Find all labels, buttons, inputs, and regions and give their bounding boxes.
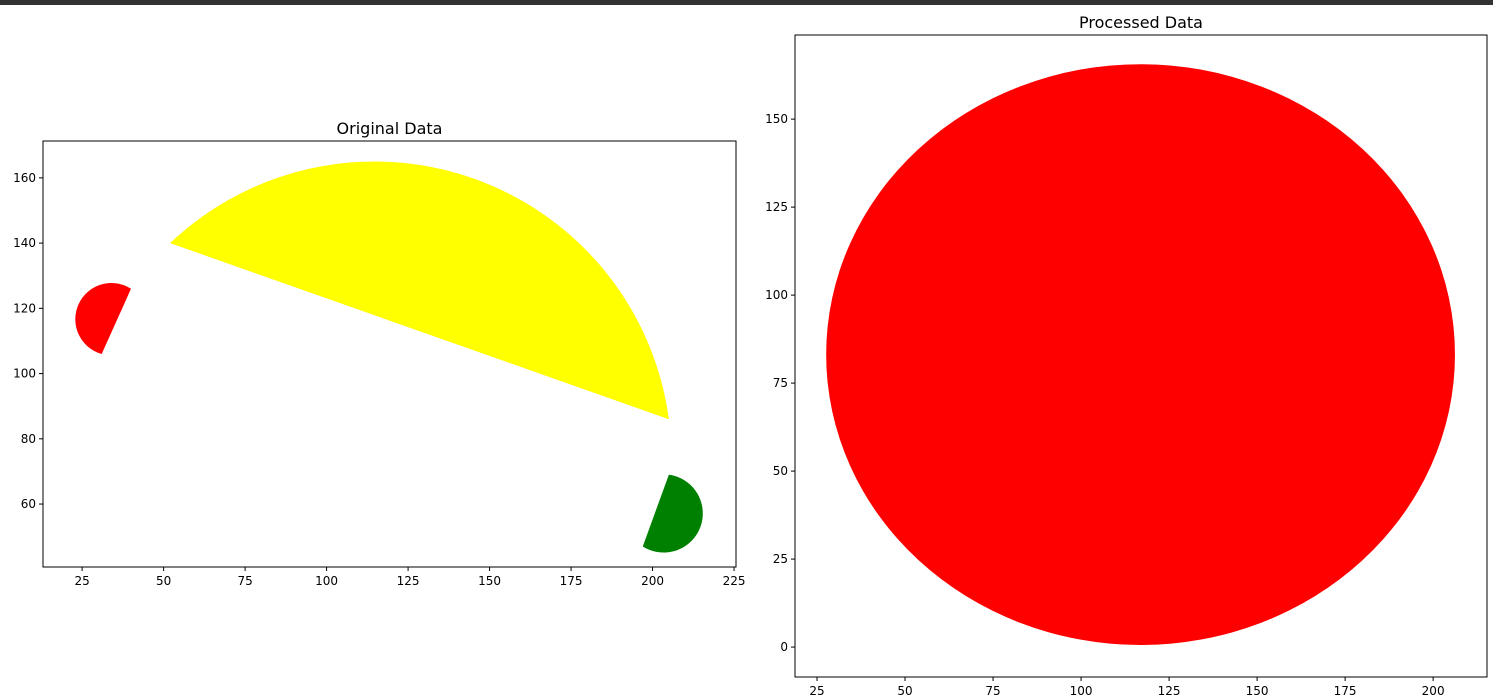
x-tick-label: 75 — [237, 574, 252, 588]
y-tick-label: 60 — [21, 497, 36, 511]
y-tick-label: 125 — [765, 200, 788, 214]
x-tick-label: 125 — [1158, 684, 1181, 698]
x-tick-label: 25 — [74, 574, 89, 588]
y-tick-label: 150 — [765, 112, 788, 126]
x-tick-label: 125 — [397, 574, 420, 588]
y-tick-label: 50 — [773, 464, 788, 478]
axes-frame — [42, 140, 737, 568]
x-tick-label: 100 — [315, 574, 338, 588]
x-tick-label: 175 — [1334, 684, 1357, 698]
x-tick-label: 200 — [641, 574, 664, 588]
y-tick-label: 100 — [13, 367, 36, 381]
y-tick-label: 100 — [765, 288, 788, 302]
shape-segment — [642, 474, 703, 553]
y-tick-label: 75 — [773, 376, 788, 390]
y-tick-label: 140 — [13, 236, 36, 250]
y-tick-label: 160 — [13, 171, 36, 185]
shape-ellipse — [826, 64, 1455, 645]
x-tick-label: 225 — [723, 574, 746, 588]
y-tick-label: 0 — [780, 640, 788, 654]
chart-title: Original Data — [337, 119, 443, 138]
shape-segment — [170, 161, 669, 420]
x-tick-label: 150 — [1246, 684, 1269, 698]
shape-segment — [75, 283, 132, 354]
axes-frame — [794, 34, 1488, 678]
x-tick-label: 50 — [156, 574, 171, 588]
x-tick-label: 175 — [560, 574, 583, 588]
top-bar — [0, 0, 1493, 5]
x-tick-label: 100 — [1070, 684, 1093, 698]
x-tick-label: 75 — [985, 684, 1000, 698]
x-tick-label: 150 — [478, 574, 501, 588]
chart-title: Processed Data — [1079, 13, 1203, 32]
y-tick-label: 120 — [13, 301, 36, 315]
y-tick-label: 80 — [21, 432, 36, 446]
x-tick-label: 200 — [1422, 684, 1445, 698]
x-tick-label: 25 — [809, 684, 824, 698]
y-tick-label: 25 — [773, 552, 788, 566]
x-tick-label: 50 — [897, 684, 912, 698]
